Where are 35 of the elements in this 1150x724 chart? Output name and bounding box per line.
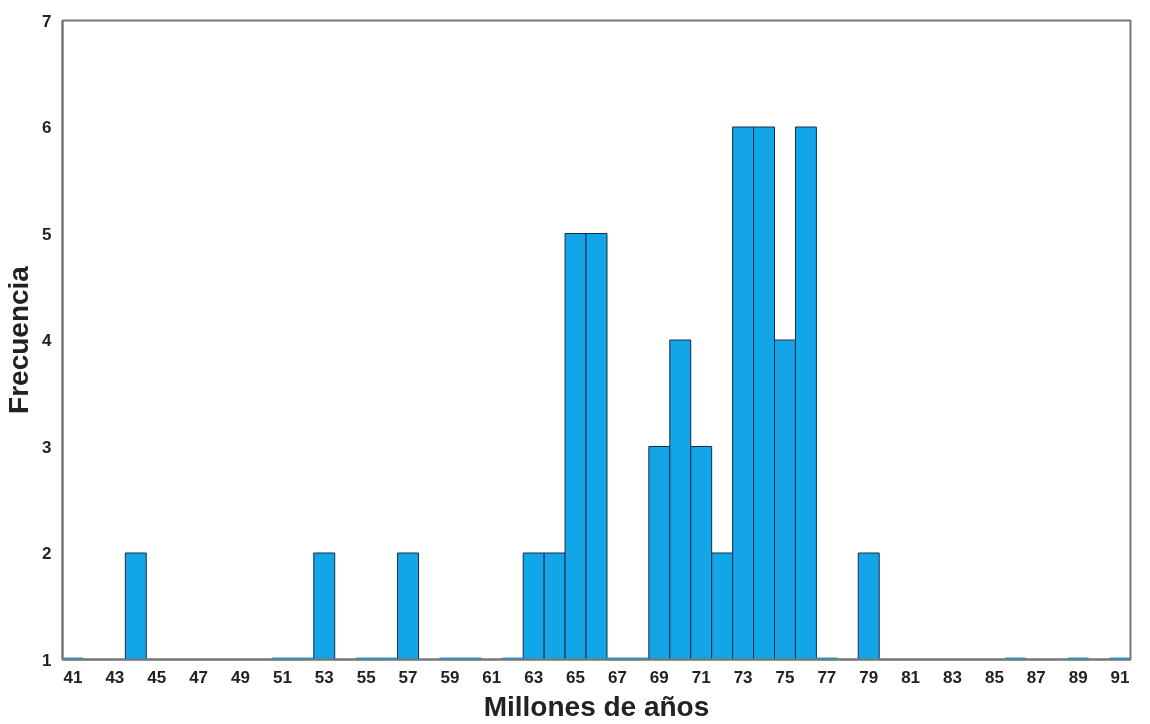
x-tick-label: 91 — [1110, 667, 1130, 687]
x-tick-label: 55 — [356, 667, 376, 687]
y-tick-label: 1 — [42, 650, 52, 670]
x-tick-label: 79 — [859, 667, 879, 687]
y-tick-label: 2 — [42, 544, 52, 563]
x-tick-label: 41 — [63, 667, 83, 687]
x-axis-title: Millones de años — [483, 690, 710, 722]
x-tick-label: 75 — [775, 667, 795, 687]
x-tick-label: 85 — [984, 667, 1004, 687]
x-tick-label: 69 — [649, 667, 669, 687]
x-tick-label: 61 — [482, 667, 502, 687]
y-tick-label: 6 — [42, 118, 52, 137]
x-tick-label: 77 — [817, 667, 837, 687]
y-tick-label: 7 — [42, 11, 52, 31]
x-tick-label: 65 — [566, 667, 586, 687]
y-tick-label: 4 — [42, 331, 53, 350]
x-tick-label: 63 — [524, 667, 544, 687]
x-tick-label: 51 — [272, 667, 292, 687]
x-tick-label: 83 — [943, 667, 962, 687]
y-tick-label: 3 — [42, 437, 52, 457]
y-tick-label: 5 — [42, 224, 52, 244]
x-tick-label: 57 — [398, 667, 418, 687]
y-axis-title: Frecuencia — [3, 265, 35, 414]
x-tick-label: 81 — [901, 667, 921, 687]
x-tick-label: 45 — [147, 667, 167, 687]
x-tick-label: 71 — [691, 667, 711, 687]
x-tick-label: 89 — [1068, 667, 1088, 687]
x-tick-label: 87 — [1026, 667, 1046, 687]
x-tick-label: 43 — [105, 667, 125, 687]
x-tick-label: 49 — [231, 667, 250, 687]
x-tick-label: 73 — [733, 667, 753, 687]
x-tick-label: 47 — [189, 667, 209, 687]
x-tick-label: 53 — [314, 667, 334, 687]
x-tick-label: 59 — [440, 667, 460, 687]
x-tick-label: 67 — [607, 667, 627, 687]
